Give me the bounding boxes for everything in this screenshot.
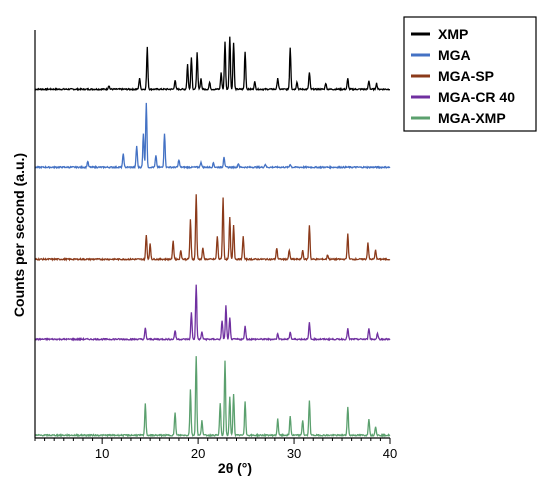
series-line-xmp xyxy=(34,36,390,92)
series-line-mga-cr-40 xyxy=(34,284,391,342)
series-line-mga xyxy=(34,102,391,170)
legend-label: MGA-CR 40 xyxy=(438,89,515,105)
legend-label: MGA-XMP xyxy=(438,110,506,126)
y-axis-label: Counts per second (a.u.) xyxy=(11,153,27,317)
series-line-mga-xmp xyxy=(34,356,391,438)
x-tick-label: 40 xyxy=(383,446,397,461)
plot-area xyxy=(34,36,391,438)
legend: XMP MGA MGA-SP MGA-CR 40 MGA-XMP xyxy=(403,16,537,132)
x-tick-label: 20 xyxy=(191,446,205,461)
x-tick-label: 30 xyxy=(287,446,301,461)
x-axis-label: 2θ (°) xyxy=(218,460,252,476)
legend-box xyxy=(403,16,537,132)
legend-label: MGA-SP xyxy=(438,68,494,84)
x-tick-label: 10 xyxy=(95,446,109,461)
x-axis-ticks: 10 20 30 40 xyxy=(34,438,397,461)
series-line-mga-sp xyxy=(34,194,391,262)
legend-label: MGA xyxy=(438,47,471,63)
legend-label: XMP xyxy=(438,26,468,42)
